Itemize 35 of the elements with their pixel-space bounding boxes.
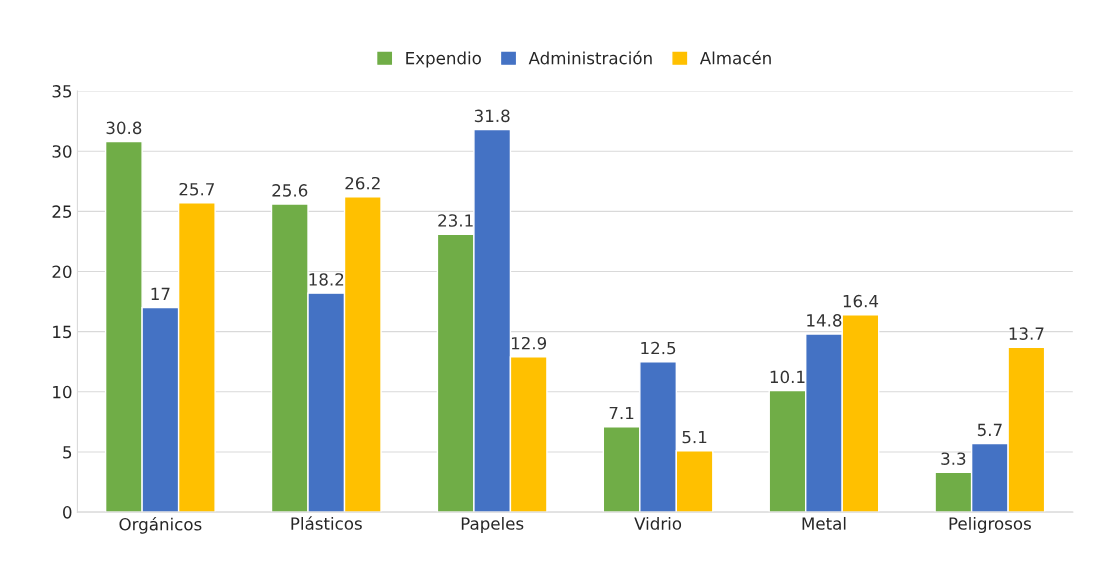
data-label: 5.7 (977, 423, 1002, 437)
y-tick-label: 30 (52, 145, 72, 158)
y-tick-label: 5 (63, 446, 72, 459)
data-label: 5.1 (682, 430, 707, 444)
y-tick-label: 10 (53, 385, 72, 399)
y-tick-label: 35 (52, 85, 72, 98)
data-label: 26.2 (345, 176, 380, 190)
legend-label: Administración (528, 50, 652, 65)
data-label: 25.6 (272, 184, 308, 197)
data-label: 13.7 (1009, 327, 1044, 340)
data-label: 3.3 (941, 452, 966, 465)
x-tick-label: Papeles (461, 516, 524, 534)
data-label: 25.7 (179, 182, 214, 196)
data-label: 16.4 (843, 294, 879, 308)
data-label: 10.1 (770, 370, 805, 384)
y-tick-label: 25 (52, 205, 72, 218)
legend-label: Expendio (406, 51, 481, 68)
data-label: 14.8 (807, 314, 842, 327)
x-tick-label: Peligrosos (949, 516, 1031, 534)
x-tick-label: Vidrio (634, 516, 682, 530)
y-tick-label: 20 (52, 265, 72, 279)
data-label: 7.1 (609, 406, 634, 420)
data-label: 12.9 (511, 336, 547, 350)
y-tick-label: 15 (53, 325, 72, 339)
y-tick-label: 0 (63, 506, 72, 519)
x-tick-label: Orgánicos (119, 516, 202, 534)
legend-label: Almacén (699, 50, 771, 65)
x-tick-label: Metal (802, 516, 846, 530)
x-tick-label: Plásticos (291, 516, 362, 530)
data-label: 30.8 (106, 121, 142, 135)
data-label: 12.5 (641, 341, 676, 355)
data-label: 23.1 (438, 214, 473, 227)
data-label: 17 (151, 287, 170, 300)
data-label: 18.2 (309, 273, 344, 286)
data-label: 31.8 (474, 109, 510, 123)
